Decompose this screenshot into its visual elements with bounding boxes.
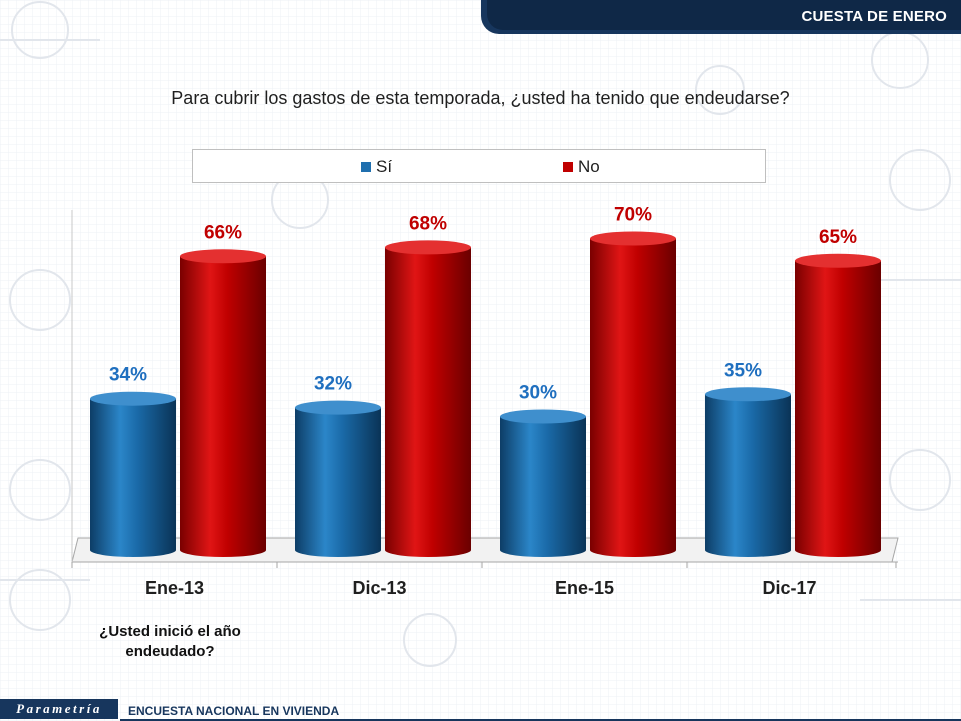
data-label-si-ene-13: 34% xyxy=(109,365,147,386)
category-label-dic-17: Dic-17 xyxy=(762,578,816,598)
bar-si-ene-15 xyxy=(500,416,586,557)
survey-name: ENCUESTA NACIONAL EN VIVIENDA xyxy=(128,704,340,718)
legend-swatch-no xyxy=(563,162,573,172)
chart-title: Para cubrir los gastos de esta temporada… xyxy=(171,88,790,108)
data-label-no-dic-13: 68% xyxy=(409,213,447,234)
legend-label-no: No xyxy=(578,157,600,176)
category-label-dic-13: Dic-13 xyxy=(352,578,406,598)
sub-question: ¿Usted inició el año endeudado? xyxy=(80,622,260,662)
legend-label-si: Sí xyxy=(376,157,393,176)
bar-top-no-dic-17 xyxy=(795,253,881,268)
bar-top-si-ene-13 xyxy=(90,391,176,406)
labels-layer: 34% 66% Ene-13 32% 68% Dic-13 30% 70% Ene-15 35% 6… xyxy=(109,205,857,599)
bar-no-ene-13 xyxy=(180,256,266,557)
legend-item-no: No xyxy=(563,157,600,177)
header-bar-inner xyxy=(487,0,961,30)
footer-divider xyxy=(120,719,961,721)
header-title: CUESTA DE ENERO xyxy=(801,8,947,25)
data-label-si-ene-15: 30% xyxy=(519,383,557,404)
legend-item-si: Sí xyxy=(361,157,392,177)
bar-top-si-dic-17 xyxy=(705,387,791,402)
bar-top-si-ene-15 xyxy=(500,409,586,424)
category-label-ene-15: Ene-15 xyxy=(555,578,614,598)
bar-top-no-ene-13 xyxy=(180,249,266,264)
bar-no-ene-15 xyxy=(590,238,676,557)
data-label-si-dic-13: 32% xyxy=(314,374,352,395)
bar-top-no-ene-15 xyxy=(590,231,676,246)
parametria-logo: Parametría xyxy=(0,699,118,719)
bar-si-dic-17 xyxy=(705,394,791,557)
bar-no-dic-13 xyxy=(385,247,471,557)
data-label-si-dic-17: 35% xyxy=(724,360,762,381)
bars-layer xyxy=(90,231,881,557)
bar-top-si-dic-13 xyxy=(295,400,381,415)
sub-question-line-2: endeudado? xyxy=(125,643,215,660)
legend-swatch-si xyxy=(361,162,371,172)
bar-si-dic-13 xyxy=(295,407,381,557)
data-label-no-ene-13: 66% xyxy=(204,222,242,243)
bar-si-ene-13 xyxy=(90,398,176,557)
bar-top-no-dic-13 xyxy=(385,240,471,255)
data-label-no-ene-15: 70% xyxy=(614,205,652,226)
bar-no-dic-17 xyxy=(795,260,881,557)
sub-question-line-1: ¿Usted inició el año xyxy=(99,623,241,640)
chart-legend: Sí No xyxy=(192,149,766,183)
data-label-no-dic-17: 65% xyxy=(819,227,857,248)
header-bar: CUESTA DE ENERO xyxy=(481,0,961,34)
category-label-ene-13: Ene-13 xyxy=(145,578,204,598)
